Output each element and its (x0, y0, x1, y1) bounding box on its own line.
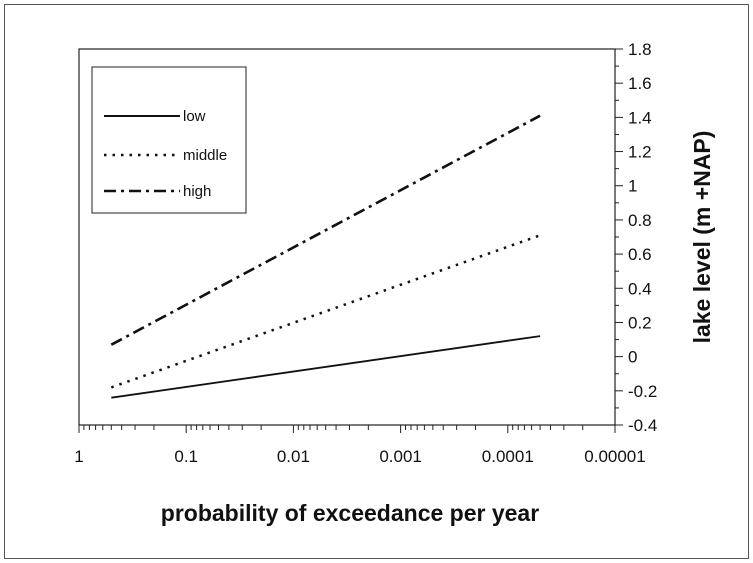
legend-label-middle: middle (183, 147, 227, 164)
x-tick-label: 0.0001 (482, 447, 534, 466)
x-axis-title: probability of exceedance per year (161, 500, 539, 526)
series-line-low (111, 335, 541, 399)
y-tick-label: 1.8 (628, 40, 652, 59)
x-tick-label: 1 (74, 447, 83, 466)
x-axis-ticks (78, 425, 616, 433)
x-axis-tick-labels: 1 0.1 0.01 0.001 0.0001 0.00001 (74, 447, 645, 466)
y-axis-tick-labels: -0.4 -0.2 0 0.2 0.4 0.6 0.8 1 1.2 1.4 1.6 1.8 (628, 40, 657, 435)
y-tick-label: -0.4 (628, 416, 657, 435)
y-axis-ticks (615, 48, 623, 426)
y-tick-label: 1.2 (628, 143, 652, 162)
y-tick-label: 0.6 (628, 245, 652, 264)
series-line-high (110, 114, 541, 346)
y-axis-title: lake level (m +NAP) (689, 131, 715, 344)
y-tick-label: 0.4 (628, 279, 652, 298)
y-tick-label: 1.6 (628, 74, 652, 93)
series-line-middle (110, 234, 541, 389)
x-tick-label: 0.001 (379, 447, 422, 466)
y-tick-label: 1 (628, 177, 637, 196)
x-tick-label: 0.00001 (584, 447, 645, 466)
y-tick-label: 0.8 (628, 211, 652, 230)
y-tick-label: -0.2 (628, 382, 657, 401)
y-tick-label: 0 (628, 348, 637, 367)
legend: low middle high (91, 66, 247, 214)
line-chart: 1 0.1 0.01 0.001 0.0001 0.00001 -0.4 -0.2 0 0.2 0… (74, 40, 715, 526)
x-tick-label: 0.1 (174, 447, 198, 466)
y-tick-label: 1.4 (628, 108, 652, 127)
legend-label-low: low (183, 108, 206, 125)
series-lines (110, 114, 541, 399)
legend-label-high: high (183, 183, 211, 200)
x-tick-label: 0.01 (277, 447, 310, 466)
chart-frame: 1 0.1 0.01 0.001 0.0001 0.00001 -0.4 -0.2 0 0.2 0… (4, 4, 749, 559)
legend-box (91, 66, 247, 214)
y-tick-label: 0.2 (628, 313, 652, 332)
